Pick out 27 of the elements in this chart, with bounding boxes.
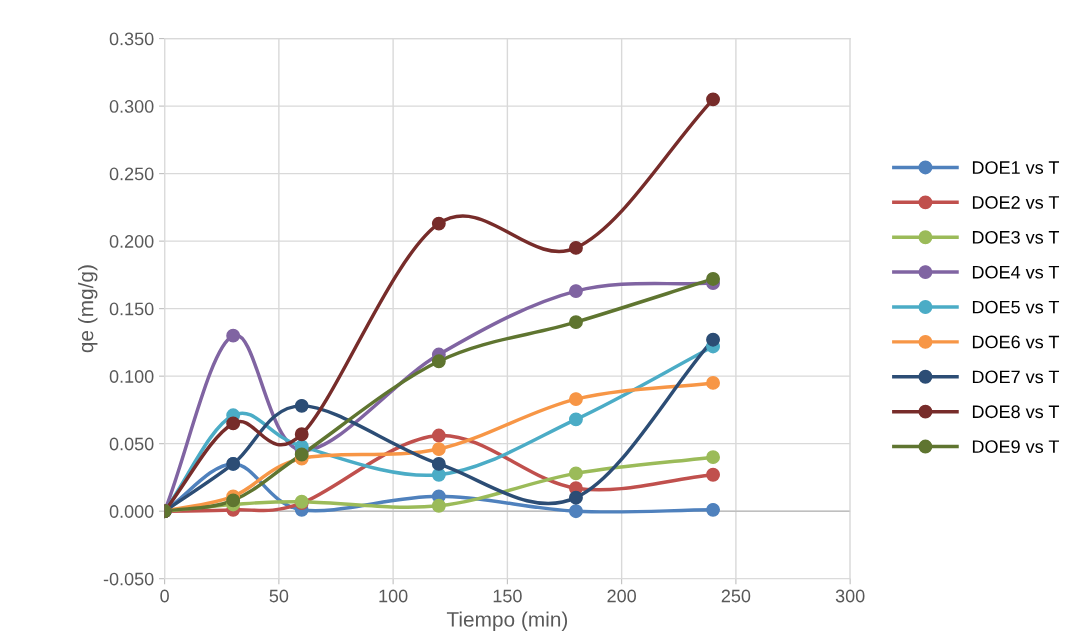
legend-label: DOE7 vs T: [972, 370, 1060, 384]
x-tick-label: 150: [493, 589, 522, 603]
legend-label: DOE9 vs T: [972, 440, 1060, 454]
legend-label: DOE4 vs T: [972, 265, 1060, 279]
y-axis-title: qe (mg/g): [78, 265, 98, 353]
x-tick-label: 50: [269, 589, 289, 603]
x-tick-label: 100: [379, 589, 408, 603]
x-tick-label: 250: [721, 589, 751, 603]
y-tick-label: 0.250: [109, 167, 154, 181]
legend-label: DOE5 vs T: [972, 300, 1060, 314]
legend-label: DOE6 vs T: [972, 335, 1060, 349]
y-tick-label: 0.300: [109, 100, 154, 113]
y-tick-label: 0.050: [109, 437, 154, 451]
y-tick-label: 0.100: [109, 370, 154, 383]
x-axis-title: Tiempo (min): [446, 611, 568, 631]
x-tick-label: 0: [160, 589, 169, 603]
y-tick-label: 0.000: [109, 505, 154, 518]
legend-label: DOE1 vs T: [972, 161, 1060, 174]
y-tick-label: 0.350: [109, 32, 154, 46]
legend-label: DOE8 vs T: [972, 405, 1060, 419]
y-tick-label: -0.050: [103, 572, 154, 586]
y-tick-label: 0.150: [109, 302, 154, 316]
y-tick-label: 0.200: [109, 235, 154, 248]
legend-label: DOE3 vs T: [972, 230, 1060, 244]
legend-label: DOE2 vs T: [972, 196, 1060, 209]
x-tick-label: 300: [835, 589, 865, 603]
x-tick-label: 200: [607, 589, 636, 603]
